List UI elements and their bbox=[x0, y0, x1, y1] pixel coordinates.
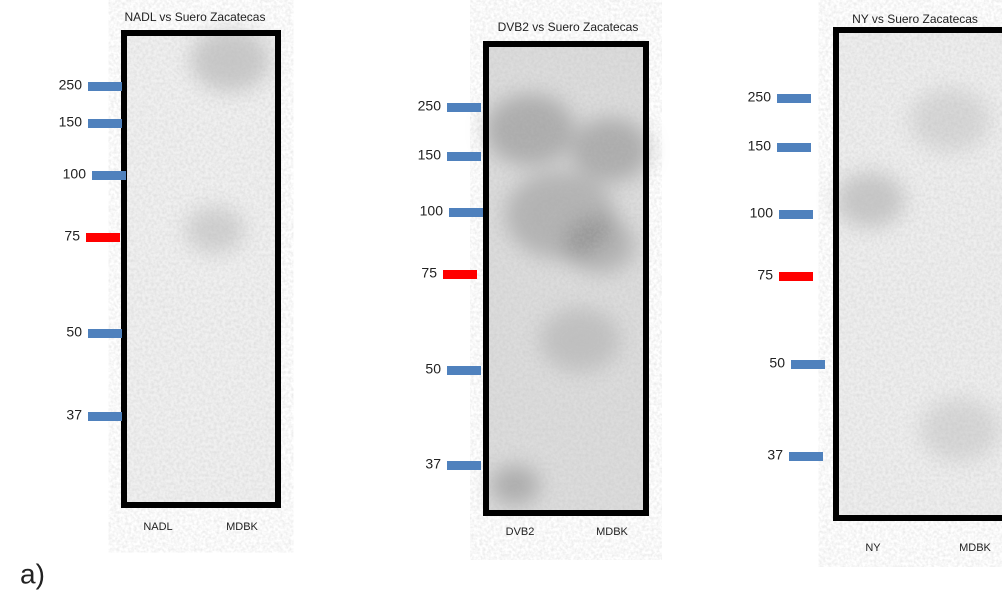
blot-texture bbox=[486, 44, 646, 513]
marker-label: 50 bbox=[66, 324, 82, 340]
marker-bar bbox=[88, 412, 122, 421]
marker-bar bbox=[88, 329, 122, 338]
lane-label: MDBK bbox=[596, 526, 628, 538]
marker-label: 150 bbox=[418, 147, 442, 163]
lane-label: NY bbox=[865, 542, 881, 554]
marker-bar bbox=[88, 82, 122, 91]
lane-label: DVB2 bbox=[506, 526, 535, 538]
marker-label: 50 bbox=[769, 355, 785, 371]
marker-bar bbox=[443, 270, 477, 279]
marker-label: 37 bbox=[767, 447, 783, 463]
panel-title: DVB2 vs Suero Zacatecas bbox=[498, 20, 639, 34]
marker-bar bbox=[86, 233, 120, 242]
marker-label: 150 bbox=[748, 138, 772, 154]
panel-label: a) bbox=[20, 558, 45, 589]
marker-label: 50 bbox=[425, 361, 441, 377]
blot-texture bbox=[836, 30, 1002, 518]
lane-label: MDBK bbox=[226, 521, 258, 533]
marker-label: 100 bbox=[420, 203, 444, 219]
marker-bar bbox=[88, 119, 122, 128]
marker-bar bbox=[447, 103, 481, 112]
marker-label: 75 bbox=[757, 267, 773, 283]
marker-label: 250 bbox=[59, 77, 83, 93]
blot-panel: NADL vs Suero Zacatecas 250 150 100 75 50 37 NA… bbox=[59, 10, 281, 533]
marker-label: 100 bbox=[750, 205, 774, 221]
marker-bar bbox=[779, 272, 813, 281]
blot-panel: DVB2 vs Suero Zacatecas 250 150 100 75 50 37 DV… bbox=[418, 20, 650, 538]
blot-texture bbox=[124, 33, 278, 505]
marker-bar bbox=[789, 452, 823, 461]
panel-title: NY vs Suero Zacatecas bbox=[852, 12, 978, 26]
marker-bar bbox=[791, 360, 825, 369]
blot-frame bbox=[833, 27, 1002, 521]
marker-label: 75 bbox=[421, 265, 437, 281]
marker-bar bbox=[777, 94, 811, 103]
blot-frame bbox=[121, 30, 281, 508]
blot-panel: NY vs Suero Zacatecas 250 150 100 75 50 37 NY MD… bbox=[748, 12, 1002, 554]
marker-bar bbox=[447, 461, 481, 470]
marker-bar bbox=[777, 143, 811, 152]
marker-label: 75 bbox=[64, 228, 80, 244]
lane-label: MDBK bbox=[959, 542, 991, 554]
marker-label: 100 bbox=[63, 166, 87, 182]
marker-label: 250 bbox=[748, 89, 772, 105]
marker-bar bbox=[449, 208, 483, 217]
marker-label: 150 bbox=[59, 114, 83, 130]
marker-bar bbox=[447, 152, 481, 161]
marker-bar bbox=[779, 210, 813, 219]
panel-title: NADL vs Suero Zacatecas bbox=[125, 10, 266, 24]
lane-label: NADL bbox=[143, 521, 172, 533]
marker-label: 37 bbox=[425, 456, 441, 472]
marker-label: 37 bbox=[66, 407, 82, 423]
marker-bar bbox=[92, 171, 126, 180]
marker-bar bbox=[447, 366, 481, 375]
marker-label: 250 bbox=[418, 98, 442, 114]
blot-frame bbox=[483, 41, 649, 516]
